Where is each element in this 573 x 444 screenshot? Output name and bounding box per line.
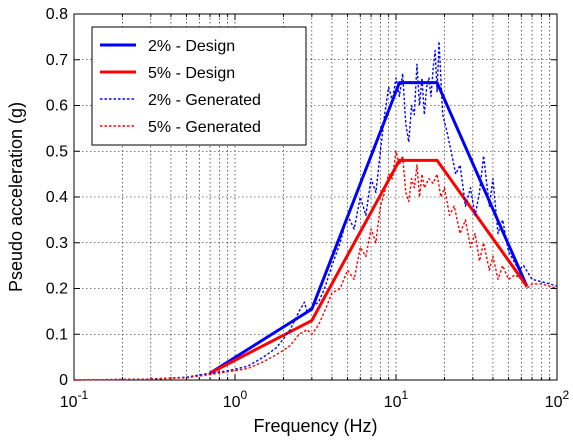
legend-label: 5% - Design (148, 65, 235, 82)
y-tick-label: 0.1 (46, 326, 68, 343)
y-tick-label: 0.5 (46, 143, 68, 160)
y-tick-label: 0.7 (46, 52, 68, 69)
series-line-2-design (209, 81, 529, 375)
series-line-5-generated (73, 150, 558, 381)
grid-layer (74, 14, 557, 380)
legend: 2% - Design 5% - Design 2% - Generated 5% -… (91, 26, 307, 146)
y-tick-label: 0 (59, 372, 68, 389)
tick-layer: 10-1 100 101 102 0 0.1 0.2 0.3 0.4 0.5 0.6 0.7 0.8 (46, 6, 570, 411)
series-line-5-design (209, 158, 529, 375)
y-axis-label: Pseudo acceleration (g) (6, 102, 26, 292)
y-tick-label: 0.2 (46, 281, 68, 298)
legend-label: 2% - Generated (148, 92, 261, 109)
legend-label: 2% - Design (148, 38, 235, 55)
x-tick-label: 100 (223, 388, 248, 411)
series-line-2-generated (73, 40, 558, 381)
y-tick-label: 0.8 (46, 6, 68, 23)
x-axis-label: Frequency (Hz) (253, 416, 377, 436)
x-tick-label: 101 (384, 388, 409, 411)
x-tick-label: 102 (545, 388, 570, 411)
x-tick-label: 10-1 (60, 388, 89, 411)
y-tick-label: 0.3 (46, 235, 68, 252)
legend-label: 5% - Generated (148, 119, 261, 136)
y-tick-label: 0.6 (46, 98, 68, 115)
y-tick-label: 0.4 (46, 189, 68, 206)
series-layer (73, 40, 558, 381)
